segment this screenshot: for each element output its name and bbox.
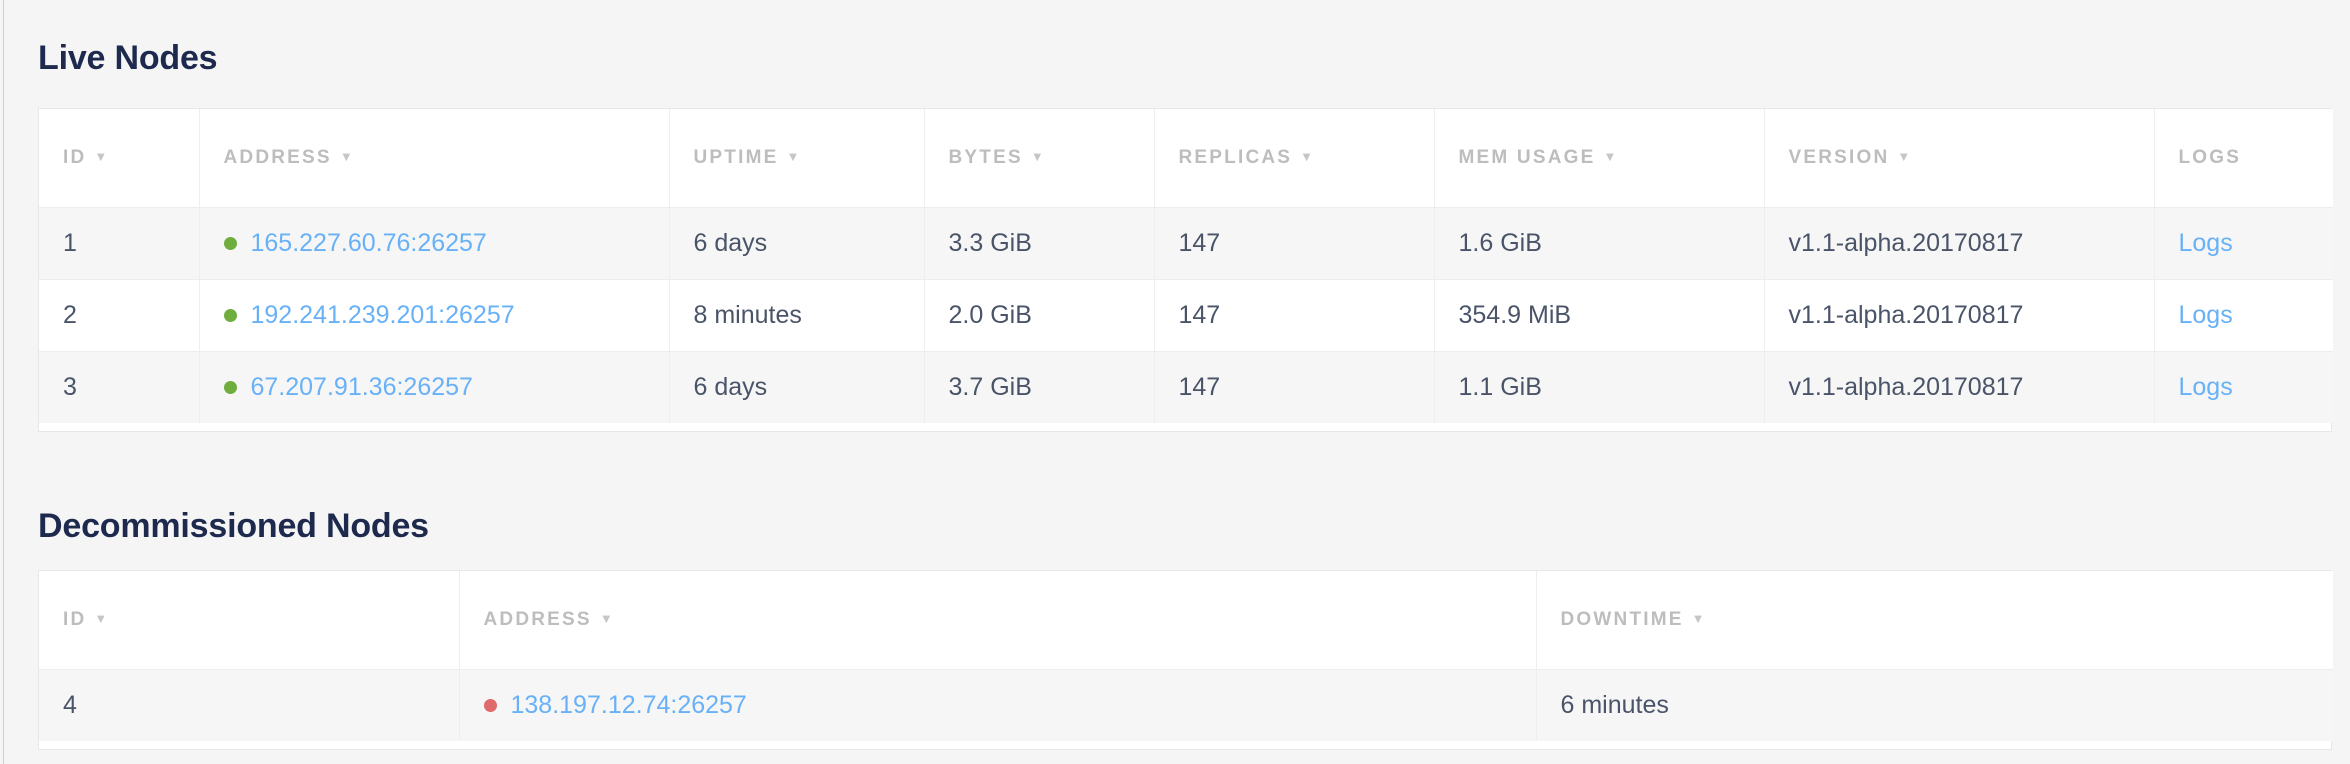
table-header-row: ID ▼ ADDRESS ▼ UPTIME ▼ BYTES ▼ REPLICAS ▼ ME…: [39, 109, 2333, 207]
cell-version: v1.1-alpha.20170817: [1764, 206, 2155, 279]
column-header-label: MEM USAGE: [1458, 146, 1596, 168]
column-header-replicas[interactable]: REPLICAS ▼: [1154, 109, 1435, 207]
cell-mem-usage: 1.6 GiB: [1434, 206, 1765, 279]
table-row: 1 165.227.60.76:26257 6 days 3.3 GiB 147…: [39, 206, 2333, 279]
column-header-bytes[interactable]: BYTES ▼: [924, 109, 1155, 207]
column-header-version[interactable]: VERSION ▼: [1764, 109, 2155, 207]
column-header-uptime[interactable]: UPTIME ▼: [669, 109, 925, 207]
cell-id: 1: [39, 206, 200, 279]
cell-logs: Logs: [2154, 206, 2333, 279]
column-header-address[interactable]: ADDRESS ▼: [459, 571, 1537, 669]
cell-bytes: 3.3 GiB: [924, 206, 1155, 279]
sort-arrow-icon[interactable]: ▼: [1691, 610, 1705, 626]
cell-address: 138.197.12.74:26257: [459, 668, 1537, 741]
sort-arrow-icon[interactable]: ▼: [94, 148, 108, 164]
node-address-link[interactable]: 165.227.60.76:26257: [250, 228, 487, 257]
sort-arrow-icon[interactable]: ▼: [599, 610, 613, 626]
node-address-link[interactable]: 67.207.91.36:26257: [250, 372, 473, 401]
column-header-address[interactable]: ADDRESS ▼: [199, 109, 670, 207]
cell-version: v1.1-alpha.20170817: [1764, 278, 2155, 351]
cell-mem-usage: 1.1 GiB: [1434, 350, 1765, 423]
cell-id: 4: [39, 668, 460, 741]
column-header-mem-usage[interactable]: MEM USAGE ▼: [1434, 109, 1765, 207]
cell-uptime: 8 minutes: [669, 278, 925, 351]
cell-bytes: 2.0 GiB: [924, 278, 1155, 351]
cell-version: v1.1-alpha.20170817: [1764, 350, 2155, 423]
sort-arrow-icon[interactable]: ▼: [94, 610, 108, 626]
column-header-label: BYTES: [948, 146, 1023, 168]
sort-arrow-icon[interactable]: ▼: [786, 148, 800, 164]
cell-bytes: 3.7 GiB: [924, 350, 1155, 423]
cell-downtime: 6 minutes: [1536, 668, 2333, 741]
live-nodes-table-container: ID ▼ ADDRESS ▼ UPTIME ▼ BYTES ▼ REPLICAS ▼ ME…: [38, 108, 2333, 432]
sort-arrow-icon[interactable]: ▼: [1030, 148, 1044, 164]
node-status-dot-icon: [223, 236, 237, 250]
node-address-link[interactable]: 138.197.12.74:26257: [510, 690, 747, 719]
column-header-id[interactable]: ID ▼: [39, 109, 200, 207]
address-wrapper: 192.241.239.201:26257: [223, 300, 669, 330]
column-header-logs: LOGS: [2154, 109, 2333, 207]
sort-arrow-icon[interactable]: ▼: [1897, 148, 1911, 164]
node-status-dot-icon: [223, 380, 237, 394]
cell-uptime: 6 days: [669, 206, 925, 279]
column-header-id[interactable]: ID ▼: [39, 571, 460, 669]
column-header-label: VERSION: [1788, 146, 1890, 168]
logs-link[interactable]: Logs: [2178, 372, 2233, 401]
cell-address: 67.207.91.36:26257: [199, 350, 670, 423]
column-header-downtime[interactable]: DOWNTIME ▼: [1536, 571, 2333, 669]
address-wrapper: 165.227.60.76:26257: [223, 228, 669, 258]
table-row: 3 67.207.91.36:26257 6 days 3.7 GiB 147 …: [39, 350, 2333, 423]
node-address-link[interactable]: 192.241.239.201:26257: [250, 300, 515, 329]
cell-address: 192.241.239.201:26257: [199, 278, 670, 351]
table-row: 2 192.241.239.201:26257 8 minutes 2.0 Gi…: [39, 278, 2333, 351]
sort-arrow-icon[interactable]: ▼: [339, 148, 353, 164]
column-header-label: LOGS: [2178, 146, 2242, 168]
cell-replicas: 147: [1154, 206, 1435, 279]
page-title-decommissioned-nodes: Decommissioned Nodes: [38, 506, 429, 545]
column-header-label: ID: [63, 146, 87, 168]
page-title-live-nodes: Live Nodes: [38, 38, 218, 77]
column-header-label: REPLICAS: [1178, 146, 1293, 168]
column-header-label: ID: [63, 608, 87, 630]
logs-link[interactable]: Logs: [2178, 228, 2233, 257]
address-wrapper: 67.207.91.36:26257: [223, 372, 669, 402]
node-status-dot-icon: [223, 308, 237, 322]
column-header-label: UPTIME: [693, 146, 779, 168]
cell-mem-usage: 354.9 MiB: [1434, 278, 1765, 351]
cell-uptime: 6 days: [669, 350, 925, 423]
node-status-dot-icon: [483, 698, 497, 712]
column-header-label: ADDRESS: [483, 608, 592, 630]
table-header-row: ID ▼ ADDRESS ▼ DOWNTIME ▼: [39, 571, 2333, 669]
cell-id: 3: [39, 350, 200, 423]
sort-arrow-icon[interactable]: ▼: [1603, 148, 1617, 164]
cell-id: 2: [39, 278, 200, 351]
decommissioned-nodes-table-container: ID ▼ ADDRESS ▼ DOWNTIME ▼ 4 138.197.12.74:2…: [38, 570, 2333, 750]
cell-logs: Logs: [2154, 350, 2333, 423]
table-row: 4 138.197.12.74:26257 6 minutes: [39, 668, 2333, 741]
decommissioned-nodes-table: ID ▼ ADDRESS ▼ DOWNTIME ▼ 4 138.197.12.74:2…: [39, 571, 2333, 741]
page-left-border: [3, 0, 4, 764]
address-wrapper: 138.197.12.74:26257: [483, 690, 1536, 720]
cell-logs: Logs: [2154, 278, 2333, 351]
sort-arrow-icon[interactable]: ▼: [1300, 148, 1314, 164]
live-nodes-table: ID ▼ ADDRESS ▼ UPTIME ▼ BYTES ▼ REPLICAS ▼ ME…: [39, 109, 2333, 423]
cell-replicas: 147: [1154, 350, 1435, 423]
cell-replicas: 147: [1154, 278, 1435, 351]
column-header-label: DOWNTIME: [1560, 608, 1684, 630]
column-header-label: ADDRESS: [223, 146, 332, 168]
cell-address: 165.227.60.76:26257: [199, 206, 670, 279]
logs-link[interactable]: Logs: [2178, 300, 2233, 329]
